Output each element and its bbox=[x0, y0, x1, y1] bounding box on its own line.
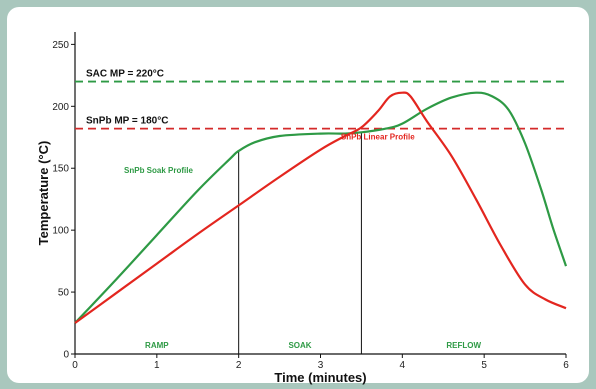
chart-card bbox=[7, 7, 589, 383]
x-tick-label: 2 bbox=[236, 360, 242, 371]
series-label: SnPb Soak Profile bbox=[124, 166, 193, 175]
x-tick-label: 3 bbox=[318, 360, 324, 371]
x-tick-label: 5 bbox=[481, 360, 487, 371]
ticks: 0 1 2 3 4 5 6 0 50 100 150 200 250 bbox=[52, 40, 569, 371]
series-label: SnPb Linear Profile bbox=[341, 133, 415, 142]
phase-label: SOAK bbox=[288, 341, 311, 350]
axes bbox=[74, 32, 566, 355]
y-tick-label: 150 bbox=[52, 164, 69, 175]
x-tick-label: 6 bbox=[563, 360, 569, 371]
y-tick-label: 200 bbox=[52, 102, 69, 113]
series-line bbox=[74, 91, 568, 324]
x-tick-label: 0 bbox=[72, 360, 78, 371]
melting-point-label: SnPb MP = 180°C bbox=[86, 116, 168, 127]
phase-label: REFLOW bbox=[446, 341, 481, 350]
x-tick-label: 4 bbox=[400, 360, 406, 371]
y-tick-label: 50 bbox=[58, 288, 70, 299]
y-axis-title: Temperature (°C) bbox=[36, 141, 51, 246]
x-tick-label: 1 bbox=[154, 360, 160, 371]
reference-lines: SAC MP = 220°C SnPb MP = 180°C bbox=[75, 69, 566, 130]
phase-label: RAMP bbox=[145, 341, 169, 350]
x-axis-title: Time (minutes) bbox=[274, 370, 366, 385]
y-tick-label: 0 bbox=[63, 350, 69, 361]
chart-labels: SnPb Soak Profile SnPb Linear Profile RAMP… bbox=[124, 133, 481, 350]
phase-dividers bbox=[238, 132, 362, 354]
y-tick-label: 100 bbox=[52, 226, 69, 237]
y-tick-label: 250 bbox=[52, 40, 69, 51]
series-line bbox=[74, 91, 567, 324]
melting-point-label: SAC MP = 220°C bbox=[86, 69, 164, 80]
series-lines bbox=[74, 91, 568, 324]
